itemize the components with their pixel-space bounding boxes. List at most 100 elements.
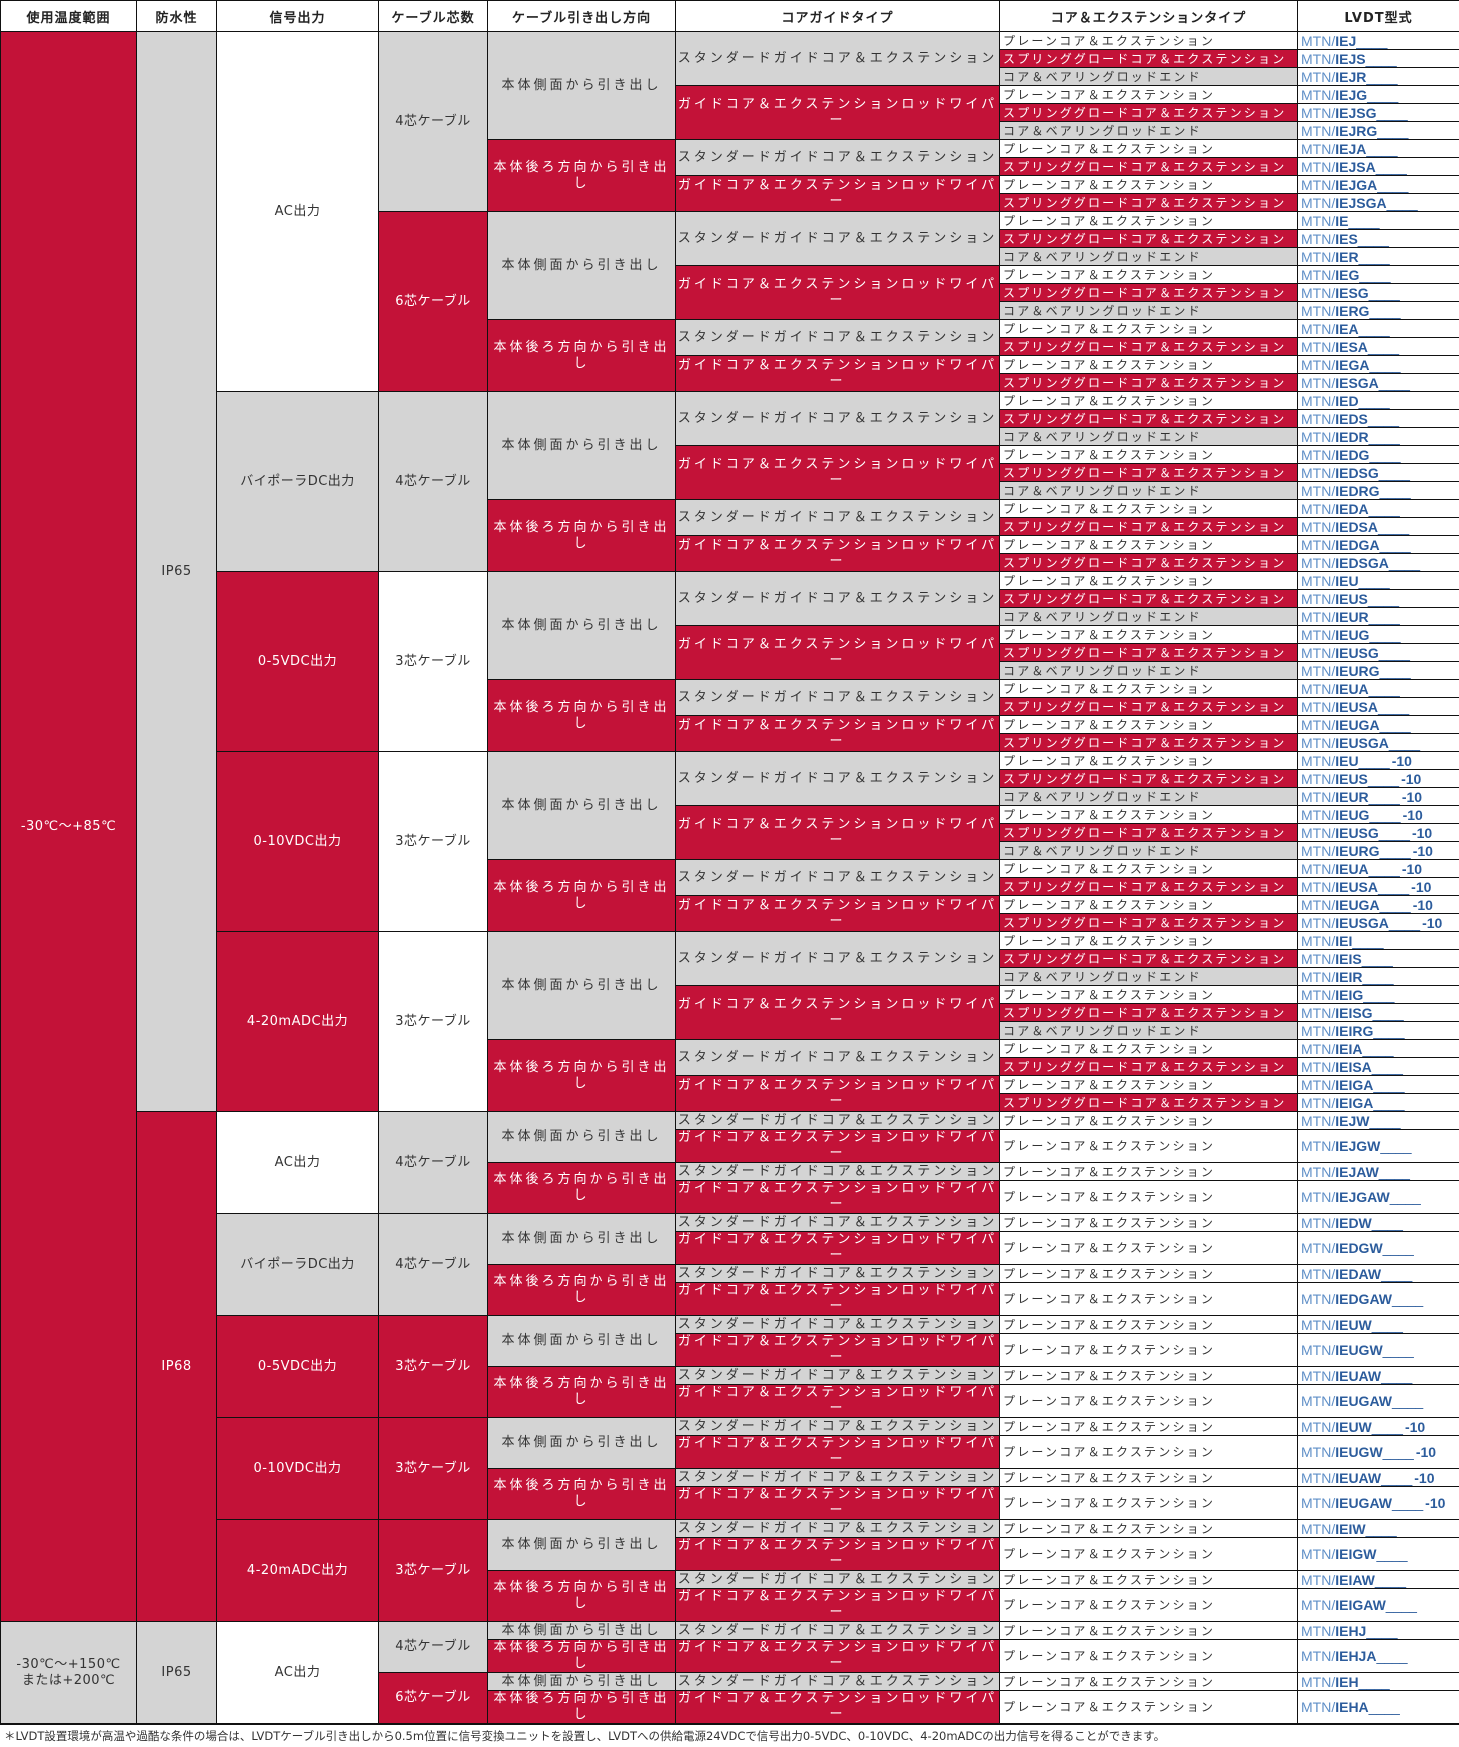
- extension-type-cell: プレーンコア＆エクステンション: [1000, 860, 1298, 878]
- model-prefix: MTN/: [1301, 87, 1335, 103]
- direction-cell: 本体側面から引き出し: [488, 752, 676, 860]
- extension-type-cell: プレーンコア＆エクステンション: [1000, 986, 1298, 1004]
- model-cell: MTN/IEIGW____: [1298, 1538, 1459, 1571]
- model-prefix: MTN/: [1301, 789, 1335, 805]
- direction-cell: 本体側面から引き出し: [488, 212, 676, 320]
- model-cell: MTN/IEDSG____: [1298, 464, 1459, 482]
- extension-type-cell: スプリンググロードコア＆エクステンション: [1000, 230, 1298, 248]
- extension-type-cell: プレーンコア＆エクステンション: [1000, 1436, 1298, 1469]
- model-prefix: MTN/: [1301, 159, 1335, 175]
- model-prefix: MTN/: [1301, 1023, 1335, 1039]
- guide-cell: ガイドコア＆エクステンションロッドワイパー: [676, 1589, 1000, 1622]
- guide-cell: ガイドコア＆エクステンションロッドワイパー: [676, 1334, 1000, 1367]
- extension-type-cell: プレーンコア＆エクステンション: [1000, 1265, 1298, 1283]
- model-cell: MTN/IEHJ____: [1298, 1622, 1459, 1640]
- extension-type-cell: プレーンコア＆エクステンション: [1000, 1040, 1298, 1058]
- waterproof-cell: IP65: [137, 32, 217, 1112]
- model-code: IEISA: [1335, 1059, 1372, 1075]
- model-blank: ____: [1380, 717, 1411, 733]
- model-prefix: MTN/: [1301, 1215, 1335, 1231]
- model-suffix: -10: [1412, 825, 1432, 841]
- guide-cell: ガイドコア＆エクステンションロッドワイパー: [676, 1691, 1000, 1724]
- extension-type-cell: プレーンコア＆エクステンション: [1000, 1418, 1298, 1436]
- model-code: IEUGAW: [1335, 1495, 1392, 1511]
- direction-cell: 本体側面から引き出し: [488, 932, 676, 1040]
- waterproof-cell: IP65: [137, 1622, 217, 1724]
- model-code: IEJSG: [1335, 105, 1376, 121]
- model-blank: ____: [1369, 609, 1400, 625]
- model-cell: MTN/IEH____: [1298, 1673, 1459, 1691]
- model-prefix: MTN/: [1301, 1005, 1335, 1021]
- model-blank: ____: [1380, 483, 1411, 499]
- model-blank: ____: [1381, 1266, 1412, 1282]
- model-blank: ____: [1359, 753, 1390, 769]
- extension-type-cell: スプリンググロードコア＆エクステンション: [1000, 734, 1298, 752]
- model-prefix: MTN/: [1301, 321, 1335, 337]
- guide-cell: スタンダードガイドコア＆エクステンション: [676, 500, 1000, 536]
- temperature-cell: -30℃～+85℃: [1, 32, 137, 1622]
- extension-type-cell: プレーンコア＆エクステンション: [1000, 320, 1298, 338]
- model-cell: MTN/IER____: [1298, 248, 1459, 266]
- extension-type-cell: スプリンググロードコア＆エクステンション: [1000, 824, 1298, 842]
- guide-cell: ガイドコア＆エクステンションロッドワイパー: [676, 1076, 1000, 1112]
- model-prefix: MTN/: [1301, 951, 1335, 967]
- model-prefix: MTN/: [1301, 69, 1335, 85]
- model-code: IEIGA: [1335, 1095, 1373, 1111]
- direction-cell: 本体側面から引き出し: [488, 1316, 676, 1367]
- model-code: IEI: [1335, 933, 1352, 949]
- model-blank: ____: [1379, 465, 1410, 481]
- model-cell: MTN/IEUGAW____: [1298, 1385, 1459, 1418]
- model-prefix: MTN/: [1301, 357, 1335, 373]
- model-blank: ____: [1378, 519, 1409, 535]
- model-cell: MTN/IEUSGA____-10: [1298, 914, 1459, 932]
- model-code: IEIAW: [1335, 1572, 1375, 1588]
- model-prefix: MTN/: [1301, 1342, 1335, 1358]
- model-cell: MTN/IEUR____-10: [1298, 788, 1459, 806]
- model-prefix: MTN/: [1301, 303, 1335, 319]
- model-prefix: MTN/: [1301, 195, 1335, 211]
- extension-type-cell: プレーンコア＆エクステンション: [1000, 1163, 1298, 1181]
- direction-cell: 本体後ろ方向から引き出し: [488, 1571, 676, 1622]
- model-code: IEUGA: [1335, 897, 1379, 913]
- model-blank: ____: [1359, 267, 1390, 283]
- model-suffix: -10: [1413, 897, 1433, 913]
- model-blank: ____: [1369, 447, 1400, 463]
- model-code: IEUS: [1335, 771, 1368, 787]
- model-code: IEJGW: [1335, 1138, 1380, 1154]
- model-blank: ____: [1369, 1699, 1400, 1715]
- model-cell: MTN/IEUGA____: [1298, 716, 1459, 734]
- extension-type-cell: コア＆ベアリングロッドエンド: [1000, 122, 1298, 140]
- model-prefix: MTN/: [1301, 1240, 1335, 1256]
- model-prefix: MTN/: [1301, 537, 1335, 553]
- model-prefix: MTN/: [1301, 573, 1335, 589]
- model-cell: MTN/IEIG____: [1298, 986, 1459, 1004]
- guide-cell: ガイドコア＆エクステンションロッドワイパー: [676, 1640, 1000, 1673]
- guide-cell: ガイドコア＆エクステンションロッドワイパー: [676, 986, 1000, 1040]
- model-blank: ____: [1363, 987, 1394, 1003]
- model-prefix: MTN/: [1301, 177, 1335, 193]
- model-blank: ____: [1380, 897, 1411, 913]
- guide-cell: スタンダードガイドコア＆エクステンション: [676, 140, 1000, 176]
- model-code: IEDS: [1335, 411, 1368, 427]
- model-prefix: MTN/: [1301, 771, 1335, 787]
- model-blank: ____: [1369, 861, 1400, 877]
- extension-type-cell: プレーンコア＆エクステンション: [1000, 1385, 1298, 1418]
- model-suffix: -10: [1403, 807, 1423, 823]
- extension-type-cell: プレーンコア＆エクステンション: [1000, 932, 1298, 950]
- model-code: IEDGW: [1335, 1240, 1382, 1256]
- model-blank: ____: [1372, 1215, 1403, 1231]
- signal-cell: バイポーラDC出力: [217, 392, 379, 572]
- model-prefix: MTN/: [1301, 1699, 1335, 1715]
- model-prefix: MTN/: [1301, 717, 1335, 733]
- model-suffix: -10: [1402, 861, 1422, 877]
- guide-cell: ガイドコア＆エクステンションロッドワイパー: [676, 896, 1000, 932]
- guide-cell: スタンダードガイドコア＆エクステンション: [676, 680, 1000, 716]
- model-code: IEIGW: [1335, 1546, 1376, 1562]
- model-prefix: MTN/: [1301, 267, 1335, 283]
- model-blank: ____: [1359, 573, 1390, 589]
- model-code: IEIRG: [1335, 1023, 1373, 1039]
- model-suffix: -10: [1414, 1470, 1434, 1486]
